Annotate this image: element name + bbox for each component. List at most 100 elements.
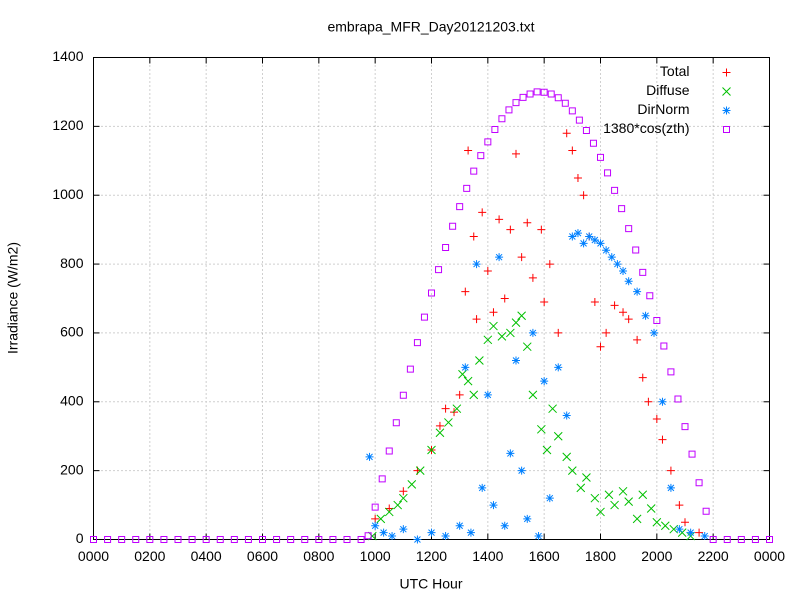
point bbox=[660, 521, 670, 531]
point bbox=[393, 500, 403, 510]
point bbox=[506, 449, 515, 458]
x-tick-label: 0000 bbox=[78, 548, 109, 564]
point bbox=[695, 479, 703, 487]
point bbox=[568, 146, 577, 155]
y-tick-label: 400 bbox=[60, 392, 84, 408]
x-tick-label: 0600 bbox=[247, 548, 278, 564]
point bbox=[638, 490, 648, 500]
point bbox=[545, 260, 554, 269]
point bbox=[273, 536, 281, 543]
point bbox=[478, 208, 487, 217]
point bbox=[444, 418, 453, 427]
point bbox=[452, 404, 462, 414]
point bbox=[343, 536, 351, 543]
point bbox=[534, 532, 543, 541]
point bbox=[650, 328, 659, 337]
point bbox=[315, 536, 323, 543]
y-tick-label: 0 bbox=[76, 530, 84, 546]
point bbox=[413, 339, 421, 347]
point bbox=[463, 376, 473, 386]
point bbox=[466, 528, 475, 537]
point bbox=[512, 356, 520, 365]
point bbox=[385, 447, 393, 455]
point bbox=[695, 528, 704, 537]
point bbox=[427, 445, 436, 455]
point bbox=[495, 215, 504, 224]
point bbox=[667, 368, 675, 376]
point bbox=[751, 536, 759, 543]
point bbox=[641, 311, 650, 320]
point bbox=[489, 321, 498, 331]
series bbox=[367, 311, 695, 541]
point bbox=[607, 253, 616, 262]
point bbox=[619, 266, 628, 275]
point bbox=[567, 466, 577, 475]
point bbox=[602, 246, 611, 255]
point bbox=[540, 377, 549, 386]
point bbox=[461, 287, 470, 296]
point bbox=[483, 266, 492, 275]
point bbox=[407, 480, 417, 489]
point bbox=[517, 311, 526, 321]
point bbox=[632, 514, 642, 524]
point bbox=[376, 514, 386, 524]
point bbox=[528, 273, 537, 282]
point bbox=[561, 99, 569, 107]
point bbox=[542, 445, 552, 455]
point bbox=[517, 466, 526, 475]
point bbox=[174, 536, 182, 543]
point bbox=[709, 536, 717, 543]
point bbox=[658, 435, 667, 444]
legend-label: DirNorm bbox=[637, 101, 689, 117]
point bbox=[519, 93, 527, 101]
point bbox=[202, 536, 210, 543]
point bbox=[455, 390, 464, 399]
point bbox=[548, 404, 557, 414]
legend-symbol bbox=[722, 106, 731, 115]
point bbox=[523, 514, 532, 523]
x-tick-label: 0200 bbox=[134, 548, 165, 564]
point bbox=[301, 536, 309, 543]
point bbox=[681, 518, 689, 527]
point bbox=[533, 88, 541, 96]
point bbox=[463, 184, 471, 192]
point bbox=[666, 466, 675, 475]
point bbox=[610, 301, 619, 310]
point bbox=[505, 106, 513, 114]
point bbox=[435, 428, 445, 438]
point bbox=[553, 431, 563, 441]
series bbox=[371, 129, 704, 537]
point bbox=[638, 373, 647, 382]
point bbox=[596, 342, 605, 351]
point bbox=[475, 356, 484, 365]
point bbox=[216, 536, 224, 543]
legend-symbol bbox=[722, 68, 731, 77]
point bbox=[385, 504, 394, 513]
point bbox=[469, 232, 478, 241]
point bbox=[675, 501, 684, 510]
point bbox=[478, 483, 487, 492]
point bbox=[589, 139, 597, 147]
x-tick-label: 1200 bbox=[416, 548, 447, 564]
x-tick-label: 2200 bbox=[698, 548, 729, 564]
point bbox=[522, 342, 532, 352]
point bbox=[652, 517, 662, 527]
point bbox=[497, 332, 507, 341]
point bbox=[413, 535, 422, 544]
point bbox=[511, 318, 521, 327]
point bbox=[483, 390, 492, 399]
point bbox=[562, 411, 571, 420]
point bbox=[489, 501, 498, 510]
point bbox=[392, 419, 400, 427]
point bbox=[435, 421, 444, 430]
y-axis-label: Irradiance (W/m2) bbox=[5, 242, 21, 354]
point bbox=[660, 342, 668, 350]
point bbox=[517, 253, 526, 262]
point bbox=[624, 277, 633, 286]
point bbox=[371, 503, 379, 511]
point bbox=[489, 308, 498, 317]
point bbox=[540, 88, 548, 96]
point bbox=[604, 490, 614, 500]
point bbox=[458, 369, 467, 379]
